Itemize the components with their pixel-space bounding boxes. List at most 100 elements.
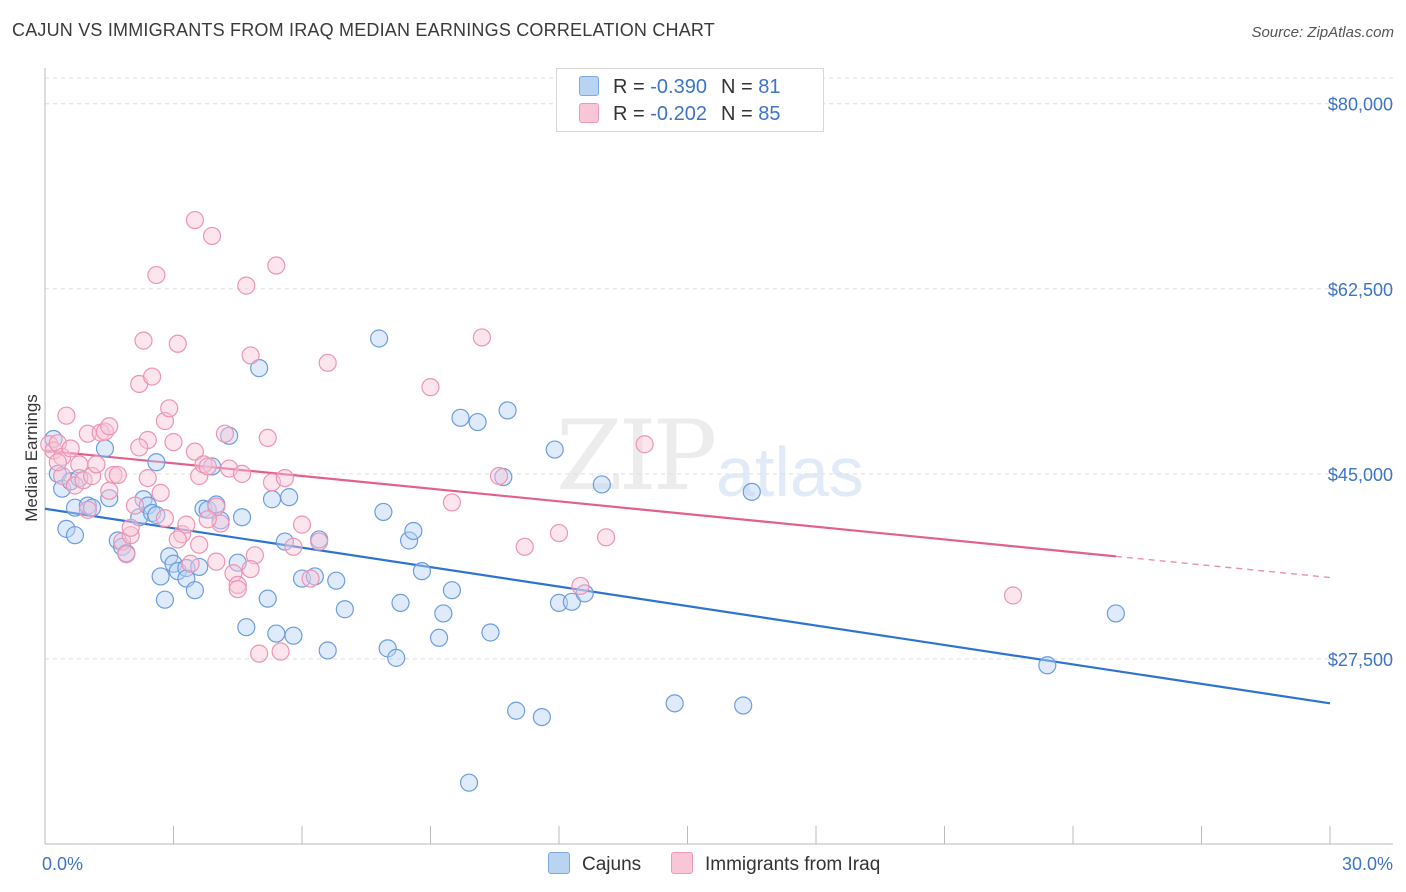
cajuns-swatch: [579, 76, 599, 96]
iraq-point: [121, 526, 140, 545]
iraq-point: [160, 399, 179, 418]
iraq-point: [185, 210, 205, 230]
cajuns-point: [404, 521, 423, 541]
iraq-point: [250, 644, 269, 663]
iraq-point: [185, 442, 205, 461]
n-label: N =: [720, 76, 753, 98]
r-label: R =: [613, 76, 645, 98]
iraq-point: [190, 535, 209, 554]
bottom-legend-cajuns[interactable]: Cajuns: [548, 852, 641, 876]
iraq-point: [164, 433, 183, 452]
source-credit: Source: ZipAtlas.com: [1251, 24, 1394, 41]
cajuns-point: [284, 626, 303, 645]
cajuns-point: [549, 593, 569, 612]
cajuns-point: [451, 408, 470, 427]
iraq-point: [78, 500, 97, 519]
iraq-point: [215, 424, 234, 443]
iraq-point: [53, 466, 72, 486]
cajuns-point: [734, 696, 753, 715]
cajuns-point: [665, 694, 684, 713]
cajuns-point: [147, 453, 166, 472]
iraq-point: [125, 496, 145, 515]
iraq-point: [130, 438, 149, 457]
cajuns-point: [232, 508, 252, 527]
iraq-point: [241, 559, 260, 579]
iraq-point: [421, 378, 440, 397]
iraq-point: [635, 435, 654, 454]
iraq-point: [74, 471, 93, 490]
iraq-point: [284, 537, 303, 556]
cajuns-point: [412, 562, 432, 581]
iraq-point: [181, 554, 200, 573]
iraq-point: [275, 468, 294, 488]
cajuns-point: [481, 623, 500, 642]
cajuns-point: [545, 440, 564, 459]
iraq-point: [597, 528, 616, 547]
iraq-point: [292, 515, 312, 534]
iraq-point: [515, 537, 534, 556]
iraq-point: [155, 509, 175, 528]
cajuns-point: [155, 590, 175, 609]
iraq-point: [442, 493, 462, 512]
cajuns-point: [742, 482, 761, 501]
iraq-point: [168, 334, 187, 353]
cajuns-point: [318, 641, 337, 660]
iraq-point: [301, 569, 320, 588]
watermark-zip: ZIP: [556, 400, 717, 512]
n-label: N =: [720, 103, 753, 125]
y-tick-label: $27,500: [1328, 650, 1393, 670]
cajuns-point: [237, 618, 256, 637]
iraq-point: [232, 464, 252, 483]
cajuns-point: [459, 773, 479, 792]
cajuns-point: [532, 707, 551, 727]
iraq-point: [177, 515, 196, 534]
iraq-point: [310, 532, 329, 551]
iraq-point: [267, 256, 286, 275]
cajuns-trend-line: [44, 507, 1331, 705]
iraq-point: [549, 523, 569, 543]
axes: [44, 68, 1393, 845]
iraq-legend-swatch: [671, 852, 693, 874]
cajuns-n-value: 81: [758, 76, 781, 98]
cajuns-point: [280, 488, 299, 507]
iraq-point: [241, 346, 260, 365]
cajuns-point: [1106, 604, 1125, 623]
legend-row-iraq: R = -0.202 N = 85: [579, 103, 780, 127]
cajuns-legend-swatch: [548, 852, 570, 874]
iraq-point: [151, 483, 170, 502]
axis-labels: $80,000 $62,500 $45,000 $27,500 0.0% 30.0% Med…: [22, 95, 1393, 874]
cajuns-point: [250, 359, 269, 378]
iraq-point: [134, 331, 153, 350]
data-points: [40, 210, 1125, 792]
iraq-point: [142, 367, 162, 386]
iraq-point: [258, 428, 277, 448]
watermark-atlas: atlas: [716, 433, 864, 511]
iraq-point: [571, 576, 590, 596]
cajuns-point: [374, 502, 393, 522]
iraq-point: [147, 265, 166, 285]
bottom-legend-iraq[interactable]: Immigrants from Iraq: [671, 852, 880, 876]
stats-legend: R = -0.390 N = 81 R = -0.202 N = 85: [556, 68, 824, 132]
iraq-point: [198, 457, 217, 476]
cajuns-point: [258, 589, 277, 608]
iraq-r-value: -0.202: [650, 103, 707, 125]
iraq-point: [48, 453, 67, 472]
iraq-point: [198, 510, 217, 529]
iraq-point: [202, 226, 222, 246]
cajuns-point: [434, 604, 453, 623]
cajuns-point: [562, 592, 581, 611]
iraq-point: [83, 466, 102, 486]
iraq-point: [207, 552, 226, 571]
cajuns-point: [442, 581, 462, 600]
cajuns-point: [507, 701, 526, 720]
iraq-trend-line: [44, 449, 1116, 558]
iraq-point: [228, 575, 247, 595]
y-tick-label: $80,000: [1328, 95, 1393, 115]
iraq-point: [318, 353, 337, 372]
cajuns-point: [370, 329, 389, 348]
iraq-point: [237, 276, 256, 295]
iraq-point: [207, 497, 226, 516]
iraq-point: [100, 417, 119, 436]
iraq-point: [57, 406, 76, 425]
cajuns-point: [185, 581, 205, 600]
